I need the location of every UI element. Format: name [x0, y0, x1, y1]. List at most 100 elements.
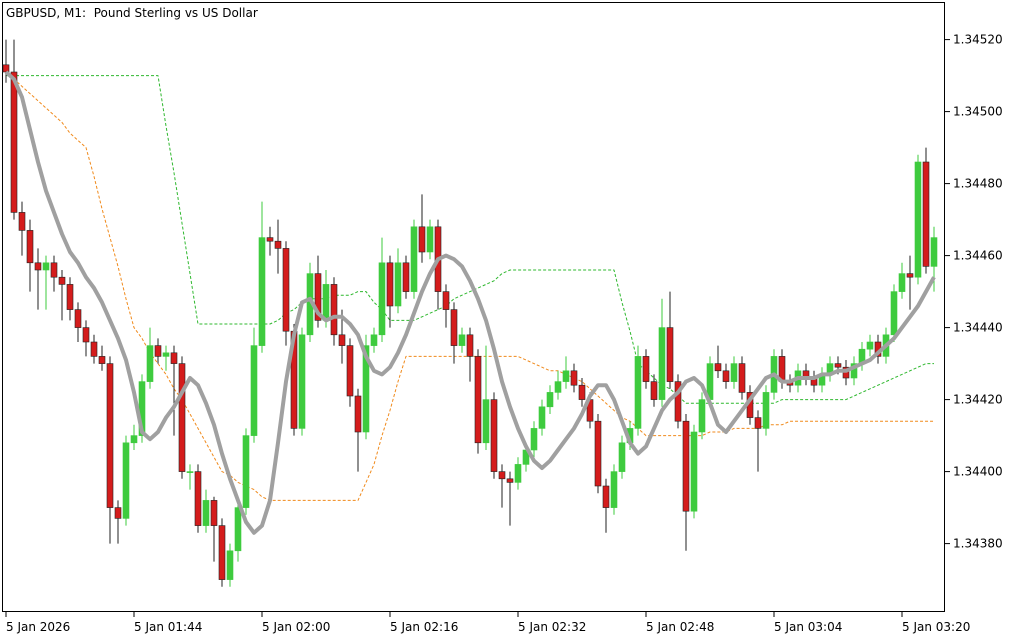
candle-body [442, 291, 450, 310]
candle-body [682, 420, 690, 512]
candle-body [34, 262, 42, 271]
candle-body [242, 435, 250, 508]
indicator-band [6, 75, 934, 404]
candle-body [90, 341, 98, 357]
candle-body [730, 363, 738, 382]
candle-body [922, 161, 930, 267]
candle-body [570, 370, 578, 386]
candle-body [634, 356, 642, 429]
plot-frame [2, 2, 945, 612]
x-tick-label: 5 Jan 03:20 [902, 620, 970, 634]
y-tick-label: 1.34440 [953, 321, 1003, 335]
candle-body [162, 352, 170, 357]
candle-body [618, 442, 626, 472]
candle-body [410, 226, 418, 292]
candle-body [322, 284, 330, 321]
candle-body [66, 284, 74, 310]
candle-body [378, 262, 386, 336]
candle-body [690, 431, 698, 512]
candle-body [370, 334, 378, 346]
y-tick-label: 1.34460 [953, 249, 1003, 263]
candle-body [538, 406, 546, 429]
candle-body [666, 327, 674, 382]
candle-body [82, 327, 90, 343]
candle-body [754, 417, 762, 429]
candle-body [866, 341, 874, 350]
candle-body [514, 464, 522, 483]
candle-body [274, 240, 282, 249]
candle-body [394, 262, 402, 307]
candle-body [250, 345, 258, 436]
candle-body [338, 334, 346, 346]
candle-body [42, 262, 50, 271]
candle-body [130, 435, 138, 444]
candle-body [474, 356, 482, 444]
candle-body [50, 262, 58, 278]
candle-body [466, 334, 474, 357]
candle-body [354, 395, 362, 433]
candle-body [194, 471, 202, 526]
y-tick-label: 1.34420 [953, 393, 1003, 407]
candle-body [426, 226, 434, 253]
x-tick-label: 5 Jan 02:32 [518, 620, 586, 634]
candle-body [258, 237, 266, 346]
candle-body [234, 507, 242, 552]
y-tick-label: 1.34520 [953, 33, 1003, 47]
candle-body [98, 356, 106, 364]
candle-body [506, 478, 514, 483]
candle-body [930, 237, 938, 267]
candle-body [418, 226, 426, 253]
candle-body [674, 381, 682, 422]
candle-body [202, 500, 210, 526]
candle-body [10, 71, 18, 213]
candle-body [106, 363, 114, 508]
candle-body [762, 392, 770, 429]
candle-body [578, 384, 586, 400]
candle-body [546, 392, 554, 408]
candle-body [482, 399, 490, 444]
y-tick-label: 1.34480 [953, 177, 1003, 191]
candle-body [2, 64, 10, 73]
candle-body [562, 370, 570, 382]
candle-body [698, 399, 706, 433]
candle-body [490, 399, 498, 472]
candle-body [914, 161, 922, 278]
candle-body [450, 309, 458, 346]
candle-body [114, 507, 122, 519]
candle-body [74, 309, 82, 328]
candle-body [738, 363, 746, 393]
candle-body [530, 428, 538, 451]
indicator-line [4, 70, 936, 535]
candle-body [906, 273, 914, 278]
x-tick-label: 5 Jan 01:44 [134, 620, 202, 634]
candle-body [834, 363, 842, 368]
candle-body [226, 550, 234, 580]
candle-body [186, 471, 194, 473]
candle-body [850, 363, 858, 379]
y-tick-label: 1.34500 [953, 105, 1003, 119]
candle-body [658, 327, 666, 400]
candle-body [594, 420, 602, 487]
candle-body [402, 262, 410, 292]
candle-body [362, 345, 370, 433]
y-tick-label: 1.34380 [953, 537, 1003, 551]
x-tick-label: 5 Jan 02:16 [390, 620, 458, 634]
candle-body [602, 485, 610, 508]
candle-body [178, 363, 186, 472]
y-tick-label: 1.34400 [953, 465, 1003, 479]
candle-body [722, 370, 730, 382]
candle-body [458, 334, 466, 346]
candle-body [346, 345, 354, 397]
candle-body [146, 345, 154, 382]
candle-body [498, 471, 506, 480]
candle-body [18, 212, 26, 231]
candle-body [298, 334, 306, 429]
candle-body [714, 363, 722, 372]
candle-body [122, 442, 130, 519]
candle-body [898, 273, 906, 292]
x-tick-label: 5 Jan 03:04 [774, 620, 842, 634]
candle-body [314, 273, 322, 321]
x-tick-label: 5 Jan 02:00 [262, 620, 330, 634]
candle-body [890, 291, 898, 336]
